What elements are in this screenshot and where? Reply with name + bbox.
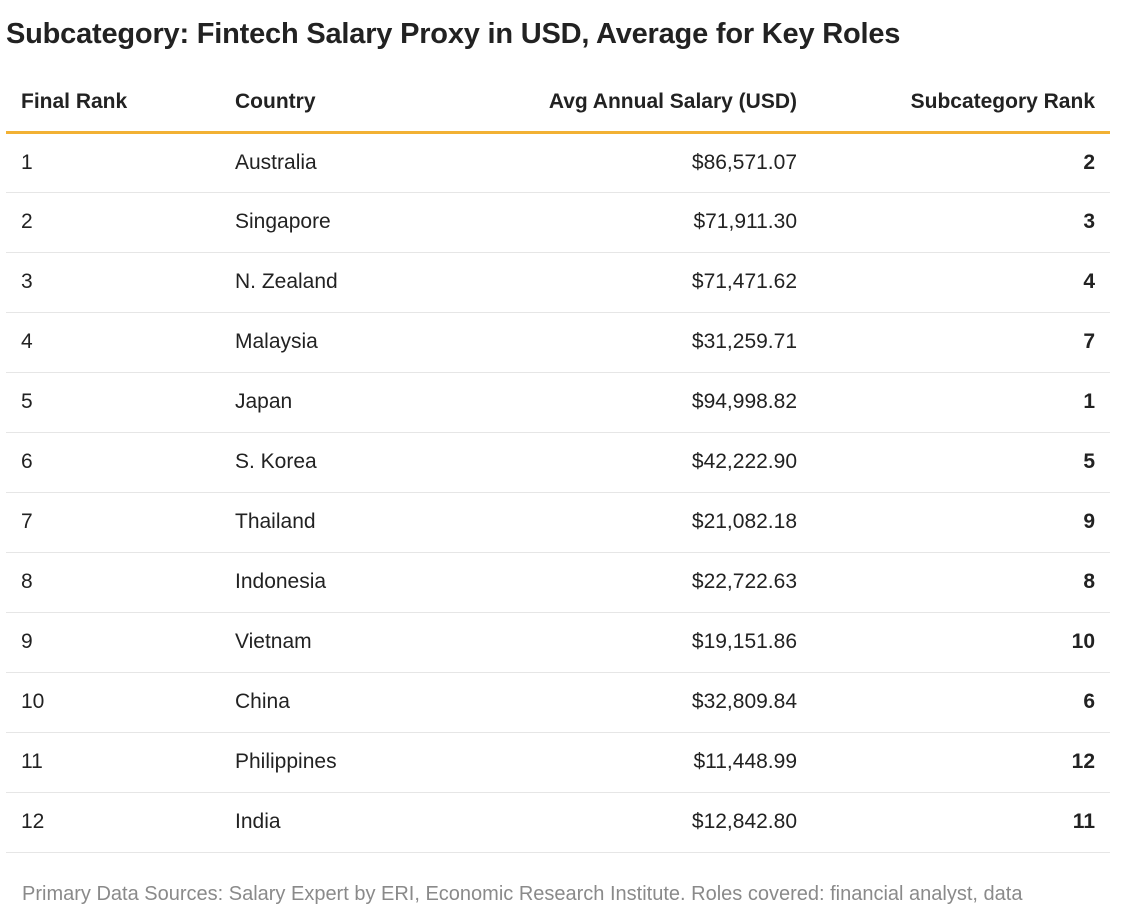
cell-subcategory-rank: 2 bbox=[1083, 150, 1095, 174]
cell-final-rank: 11 bbox=[21, 750, 43, 773]
cell-subcategory-rank: 12 bbox=[1071, 750, 1095, 773]
column-header-final-rank: Final Rank bbox=[21, 90, 128, 114]
cell-subcategory-rank: 11 bbox=[1072, 810, 1095, 833]
cell-subcategory-rank: 8 bbox=[1083, 570, 1095, 593]
table-row: 2 Singapore $71,911.30 3 bbox=[6, 192, 1110, 252]
cell-country: Indonesia bbox=[235, 570, 327, 593]
cell-salary: $22,722.63 bbox=[691, 570, 797, 593]
table-header-row: Final Rank Country Avg Annual Salary (US… bbox=[6, 72, 1110, 132]
cell-final-rank: 8 bbox=[21, 570, 33, 593]
table-row: 10 China $32,809.84 6 bbox=[6, 672, 1110, 732]
cell-country: Singapore bbox=[235, 210, 331, 233]
cell-country: Philippines bbox=[235, 750, 337, 773]
cell-salary: $86,571.07 bbox=[691, 150, 797, 174]
table-row: 3 N. Zealand $71,471.62 4 bbox=[6, 252, 1110, 312]
table-row: 11 Philippines $11,448.99 12 bbox=[6, 732, 1110, 792]
cell-salary: $31,259.71 bbox=[691, 330, 797, 353]
cell-subcategory-rank: 4 bbox=[1083, 270, 1095, 293]
table-body: 1 Australia $86,571.07 2 2 Singapore $71,911.3… bbox=[6, 132, 1110, 852]
cell-salary: $71,911.30 bbox=[693, 210, 797, 233]
cell-subcategory-rank: 9 bbox=[1083, 510, 1095, 533]
cell-salary: $12,842.80 bbox=[691, 810, 797, 833]
table-row: 12 India $12,842.80 11 bbox=[6, 792, 1110, 852]
cell-subcategory-rank: 3 bbox=[1083, 210, 1095, 233]
cell-salary: $11,448.99 bbox=[693, 750, 797, 773]
cell-final-rank: 7 bbox=[21, 510, 33, 533]
table-row: 4 Malaysia $31,259.71 7 bbox=[6, 312, 1110, 372]
column-header-country: Country bbox=[235, 90, 316, 114]
cell-country: Japan bbox=[235, 390, 293, 413]
table-row: 7 Thailand $21,082.18 9 bbox=[6, 492, 1110, 552]
column-header-subcategory-rank: Subcategory Rank bbox=[910, 90, 1095, 114]
cell-final-rank: 9 bbox=[21, 630, 33, 653]
cell-subcategory-rank: 5 bbox=[1083, 450, 1095, 473]
cell-salary: $21,082.18 bbox=[691, 510, 797, 533]
cell-final-rank: 4 bbox=[21, 330, 33, 353]
cell-country: S. Korea bbox=[235, 450, 317, 473]
cell-country: Australia bbox=[235, 150, 317, 174]
cell-country: China bbox=[235, 690, 290, 713]
cell-final-rank: 2 bbox=[21, 210, 33, 233]
table-row: 1 Australia $86,571.07 2 bbox=[6, 132, 1110, 192]
data-source-note: Primary Data Sources: Salary Expert by E… bbox=[22, 883, 1023, 905]
cell-country: Vietnam bbox=[235, 630, 312, 653]
cell-final-rank: 10 bbox=[21, 690, 45, 713]
salary-table: Final Rank Country Avg Annual Salary (US… bbox=[6, 72, 1110, 853]
cell-subcategory-rank: 7 bbox=[1083, 330, 1095, 353]
cell-final-rank: 6 bbox=[21, 450, 33, 473]
cell-subcategory-rank: 6 bbox=[1083, 690, 1095, 713]
cell-salary: $19,151.86 bbox=[691, 630, 797, 653]
table-row: 9 Vietnam $19,151.86 10 bbox=[6, 612, 1110, 672]
cell-subcategory-rank: 1 bbox=[1083, 390, 1095, 413]
cell-subcategory-rank: 10 bbox=[1071, 630, 1095, 653]
chart-title: Subcategory: Fintech Salary Proxy in USD… bbox=[6, 18, 901, 50]
table-row: 8 Indonesia $22,722.63 8 bbox=[6, 552, 1110, 612]
column-header-salary: Avg Annual Salary (USD) bbox=[548, 90, 797, 114]
cell-final-rank: 1 bbox=[21, 150, 33, 174]
cell-country: India bbox=[235, 810, 281, 833]
cell-salary: $94,998.82 bbox=[691, 390, 797, 413]
cell-country: N. Zealand bbox=[235, 270, 338, 293]
cell-salary: $32,809.84 bbox=[691, 690, 797, 713]
cell-final-rank: 5 bbox=[21, 390, 33, 413]
cell-country: Thailand bbox=[235, 510, 316, 533]
cell-salary: $42,222.90 bbox=[691, 450, 797, 473]
cell-final-rank: 3 bbox=[21, 270, 33, 293]
cell-final-rank: 12 bbox=[21, 810, 45, 833]
cell-salary: $71,471.62 bbox=[691, 270, 797, 293]
table-row: 5 Japan $94,998.82 1 bbox=[6, 372, 1110, 432]
table-row: 6 S. Korea $42,222.90 5 bbox=[6, 432, 1110, 492]
cell-country: Malaysia bbox=[235, 330, 318, 353]
